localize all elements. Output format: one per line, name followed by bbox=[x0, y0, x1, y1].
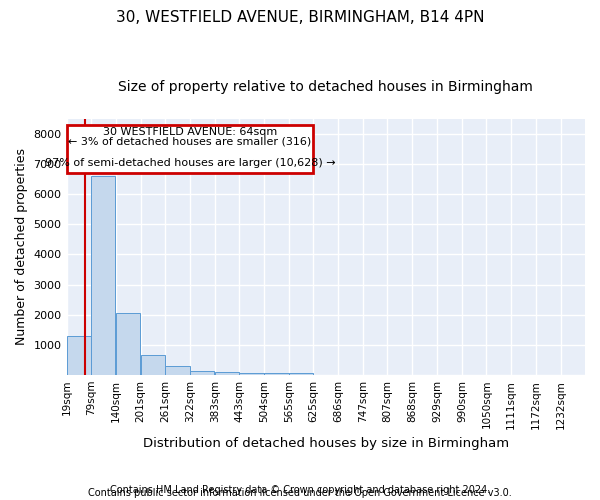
Text: ← 3% of detached houses are smaller (316): ← 3% of detached houses are smaller (316… bbox=[68, 136, 311, 146]
Text: Contains public sector information licensed under the Open Government Licence v3: Contains public sector information licen… bbox=[88, 488, 512, 498]
Y-axis label: Number of detached properties: Number of detached properties bbox=[15, 148, 28, 346]
Bar bbox=[289, 373, 313, 375]
Bar bbox=[239, 374, 263, 375]
Bar bbox=[264, 374, 289, 375]
Bar bbox=[215, 372, 239, 375]
Bar bbox=[91, 176, 115, 375]
Text: Contains HM Land Registry data © Crown copyright and database right 2024.: Contains HM Land Registry data © Crown c… bbox=[110, 485, 490, 495]
Bar bbox=[165, 366, 190, 375]
Text: 30 WESTFIELD AVENUE: 64sqm: 30 WESTFIELD AVENUE: 64sqm bbox=[103, 128, 277, 138]
X-axis label: Distribution of detached houses by size in Birmingham: Distribution of detached houses by size … bbox=[143, 437, 509, 450]
Bar bbox=[67, 336, 91, 375]
FancyBboxPatch shape bbox=[67, 126, 313, 173]
Bar bbox=[116, 312, 140, 375]
Bar bbox=[140, 354, 165, 375]
Title: Size of property relative to detached houses in Birmingham: Size of property relative to detached ho… bbox=[118, 80, 533, 94]
Text: 30, WESTFIELD AVENUE, BIRMINGHAM, B14 4PN: 30, WESTFIELD AVENUE, BIRMINGHAM, B14 4P… bbox=[116, 10, 484, 25]
Text: 97% of semi-detached houses are larger (10,628) →: 97% of semi-detached houses are larger (… bbox=[44, 158, 335, 168]
Bar bbox=[190, 370, 214, 375]
